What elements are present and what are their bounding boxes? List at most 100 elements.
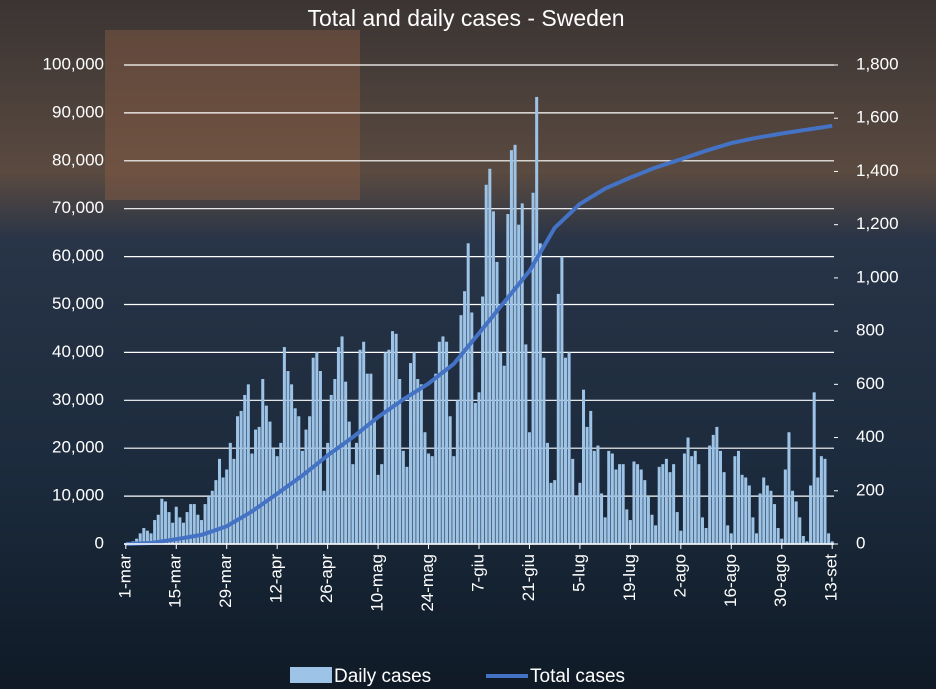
bar xyxy=(639,469,643,544)
bar xyxy=(264,405,268,544)
y2-tick-label: 600 xyxy=(856,374,884,393)
bar xyxy=(646,496,650,544)
bar xyxy=(434,373,438,544)
bar xyxy=(484,184,488,544)
bar xyxy=(718,450,722,544)
bar xyxy=(452,456,456,544)
bar xyxy=(293,408,297,544)
bar xyxy=(174,506,178,544)
bar xyxy=(275,456,279,544)
bar xyxy=(358,349,362,544)
bar xyxy=(809,485,813,544)
x-tick-label: 7-giu xyxy=(468,554,487,592)
bar xyxy=(376,474,380,544)
x-tick-label: 13-set xyxy=(822,554,841,602)
bar xyxy=(827,533,831,544)
bar xyxy=(372,421,376,544)
bar xyxy=(199,520,204,544)
bar xyxy=(654,525,658,544)
bar xyxy=(545,442,549,544)
x-tick-label: 16-ago xyxy=(721,554,740,607)
bar xyxy=(459,315,463,544)
bar xyxy=(751,517,755,544)
bar xyxy=(517,224,521,544)
bar xyxy=(740,474,744,544)
bar xyxy=(830,541,834,544)
bar xyxy=(210,490,214,544)
legend-label: Total cases xyxy=(530,666,625,687)
bar xyxy=(509,150,513,544)
x-tick-label: 2-ago xyxy=(670,554,689,597)
bar xyxy=(203,504,207,544)
bar xyxy=(354,442,358,544)
bar xyxy=(427,453,431,544)
bar xyxy=(585,426,589,544)
x-tick-label: 15-mar xyxy=(166,554,185,608)
bar xyxy=(607,450,611,544)
bar xyxy=(690,456,694,544)
bar xyxy=(758,493,762,544)
bar xyxy=(582,389,586,544)
bar xyxy=(657,466,661,544)
bar xyxy=(549,482,553,544)
bar xyxy=(592,450,596,544)
bar xyxy=(535,96,539,544)
x-tick-label: 1-mar xyxy=(115,554,134,599)
bar xyxy=(369,373,373,544)
bar xyxy=(405,466,409,544)
bar xyxy=(419,384,423,544)
bar xyxy=(632,461,636,544)
bar xyxy=(290,384,294,544)
bar xyxy=(401,450,405,544)
bar xyxy=(610,453,614,544)
bar xyxy=(394,333,398,544)
bar xyxy=(715,426,719,544)
bar xyxy=(787,432,791,544)
bar xyxy=(481,296,485,544)
bar xyxy=(531,192,535,544)
bar xyxy=(527,432,531,544)
bar xyxy=(463,291,467,544)
bar xyxy=(679,530,683,544)
bar xyxy=(733,456,737,544)
bar xyxy=(304,429,308,544)
bar xyxy=(362,341,366,544)
bar xyxy=(308,416,312,544)
bar xyxy=(686,437,690,544)
y2-tick-label: 200 xyxy=(856,480,884,499)
y2-tick-label: 1,800 xyxy=(856,54,899,73)
bar xyxy=(801,536,805,544)
bar xyxy=(668,472,672,544)
bar xyxy=(812,392,816,544)
bar xyxy=(409,363,413,544)
bar xyxy=(380,464,384,544)
bar xyxy=(754,533,759,544)
bar xyxy=(625,509,629,544)
x-tick-label: 30-ago xyxy=(771,554,790,607)
bar xyxy=(819,456,823,544)
bar xyxy=(138,533,142,544)
bar xyxy=(621,464,625,544)
bar xyxy=(744,477,748,544)
bar xyxy=(636,464,640,544)
bar xyxy=(228,442,232,544)
bar xyxy=(153,520,157,544)
bar xyxy=(574,496,578,544)
y-tick-label: 0 xyxy=(95,533,104,552)
bar xyxy=(563,357,568,544)
bar xyxy=(524,344,528,544)
bar xyxy=(135,538,139,544)
bar xyxy=(513,144,517,545)
bar xyxy=(553,480,557,544)
bar xyxy=(192,504,196,544)
bar xyxy=(618,464,622,544)
bar xyxy=(217,458,222,544)
bar xyxy=(704,528,708,544)
bar xyxy=(390,331,395,544)
bar xyxy=(542,357,546,544)
x-tick-label: 12-apr xyxy=(267,554,286,603)
bar xyxy=(722,472,726,544)
bar xyxy=(823,458,827,544)
bar xyxy=(650,514,654,544)
